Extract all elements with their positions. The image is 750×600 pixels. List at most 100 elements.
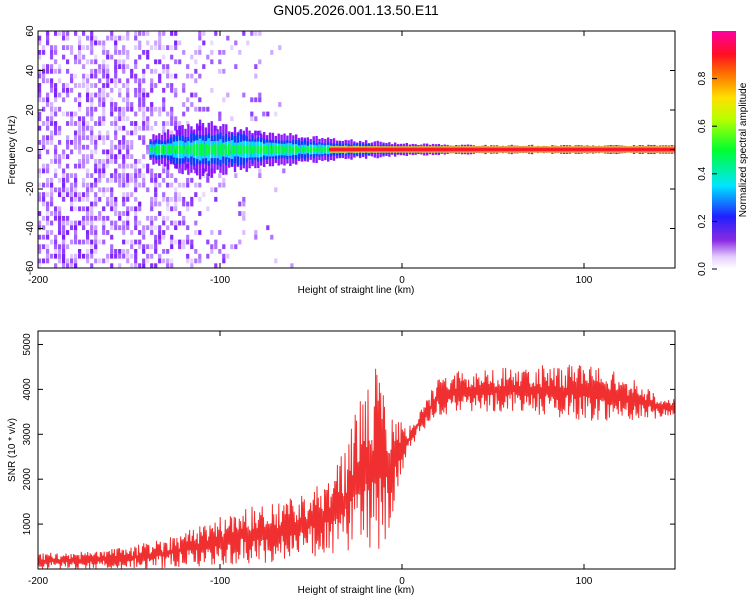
heatmap-noise-cell <box>66 92 70 98</box>
heatmap-noise-cell <box>114 144 118 150</box>
heatmap-noise-cell <box>154 215 158 221</box>
heatmap-noise-cell <box>70 192 74 197</box>
heatmap-noise-cell <box>102 225 106 231</box>
heatmap-noise-cell <box>250 31 254 36</box>
heatmap-noise-cell <box>218 68 222 74</box>
heatmap-noise-cell <box>258 59 262 65</box>
heatmap-noise-cell <box>142 116 146 122</box>
heatmap-noise-cell <box>142 249 146 254</box>
heatmap-noise-cell <box>142 163 146 169</box>
heatmap-noise-cell <box>58 187 62 193</box>
heatmap-noise-cell <box>54 253 58 259</box>
heatmap-noise-cell <box>54 87 58 93</box>
heatmap-noise-cell <box>170 220 174 226</box>
heatmap-noise-cell <box>46 211 50 216</box>
heatmap-noise-cell <box>106 187 110 193</box>
heatmap-noise-cell <box>126 182 130 188</box>
heatmap-signal-cell <box>225 144 228 155</box>
heatmap-noise-cell <box>70 206 74 212</box>
x-tick-label: -200 <box>28 275 48 286</box>
heatmap-noise-cell <box>158 78 162 84</box>
heatmap-noise-cell <box>42 192 46 197</box>
heatmap-signal-cell <box>196 143 199 156</box>
heatmap-noise-cell <box>142 173 146 178</box>
heatmap-noise-cell <box>118 50 122 55</box>
heatmap-noise-cell <box>186 239 190 245</box>
heatmap-noise-cell <box>66 83 70 88</box>
heatmap-noise-cell <box>198 50 202 55</box>
heatmap-noise-cell <box>50 116 54 122</box>
heatmap-noise-cells <box>38 31 294 268</box>
heatmap-noise-cell <box>42 78 46 84</box>
heatmap-signal-cell <box>210 144 213 155</box>
heatmap-noise-cell <box>102 230 106 235</box>
heatmap-noise-cell <box>218 59 222 65</box>
heatmap-noise-cell <box>46 258 50 264</box>
heatmap-noise-cell <box>138 54 142 60</box>
heatmap-noise-cell <box>150 83 154 88</box>
heatmap-noise-cell <box>142 97 146 103</box>
heatmap-noise-cell <box>50 196 54 202</box>
heatmap-signal-cells <box>149 119 675 180</box>
heatmap-noise-cell <box>206 206 210 212</box>
heatmap-noise-cell <box>50 201 54 207</box>
heatmap-noise-cell <box>102 192 106 197</box>
heatmap-noise-cell <box>130 73 134 79</box>
heatmap-noise-cell <box>214 263 218 268</box>
heatmap-noise-cell <box>190 73 194 79</box>
heatmap-noise-cell <box>110 244 114 250</box>
heatmap-noise-cell <box>142 140 146 145</box>
heatmap-noise-cell <box>110 201 114 207</box>
heatmap-noise-cell <box>110 187 114 193</box>
heatmap-noise-cell <box>90 215 94 221</box>
heatmap-noise-cell <box>42 168 46 174</box>
heatmap-noise-cell <box>78 125 82 131</box>
heatmap-noise-cell <box>218 173 222 178</box>
heatmap-noise-cell <box>198 230 202 235</box>
heatmap-noise-cell <box>66 121 70 126</box>
heatmap-noise-cell <box>94 192 98 197</box>
heatmap-noise-cell <box>166 263 170 268</box>
heatmap-noise-cell <box>50 220 54 226</box>
heatmap-noise-cell <box>134 45 138 50</box>
heatmap-noise-cell <box>166 201 170 207</box>
heatmap-noise-cell <box>90 253 94 259</box>
heatmap-noise-cell <box>122 35 126 41</box>
heatmap-noise-cell <box>62 149 66 155</box>
y-tick-label: 1000 <box>22 513 33 536</box>
heatmap-signal-cell <box>289 146 292 153</box>
heatmap-noise-cell <box>102 97 106 103</box>
heatmap-noise-cell <box>90 263 94 268</box>
heatmap-noise-cell <box>98 102 102 107</box>
heatmap-noise-cell <box>74 144 78 150</box>
heatmap-noise-cell <box>270 50 274 55</box>
heatmap-noise-cell <box>102 163 106 169</box>
heatmap-noise-cell <box>134 258 138 264</box>
heatmap-noise-cell <box>54 173 58 178</box>
heatmap-noise-cell <box>174 31 178 36</box>
heatmap-noise-cell <box>42 225 46 231</box>
heatmap-noise-cell <box>46 102 50 107</box>
heatmap-noise-cell <box>130 192 134 197</box>
heatmap-noise-cell <box>122 45 126 50</box>
heatmap-noise-cell <box>138 40 142 46</box>
heatmap-noise-cell <box>98 78 102 84</box>
heatmap-noise-cell <box>170 54 174 60</box>
heatmap-noise-cell <box>130 121 134 126</box>
heatmap-noise-cell <box>142 68 146 74</box>
heatmap-noise-cell <box>86 220 90 226</box>
heatmap-noise-cell <box>162 163 166 169</box>
heatmap-noise-cell <box>130 106 134 112</box>
heatmap-y-ticks: -60 -40 -20 0 20 40 60 <box>25 25 675 275</box>
heatmap-noise-cell <box>114 168 118 174</box>
heatmap-noise-cell <box>74 187 78 193</box>
heatmap-noise-cell <box>154 106 158 112</box>
heatmap-noise-cell <box>118 211 122 216</box>
heatmap-noise-cell <box>130 154 134 159</box>
heatmap-noise-cell <box>174 116 178 122</box>
heatmap-noise-cell <box>154 249 158 254</box>
heatmap-noise-cell <box>74 230 78 235</box>
heatmap-noise-cell <box>66 163 70 169</box>
heatmap-noise-cell <box>234 244 238 250</box>
heatmap-noise-cell <box>150 206 154 212</box>
